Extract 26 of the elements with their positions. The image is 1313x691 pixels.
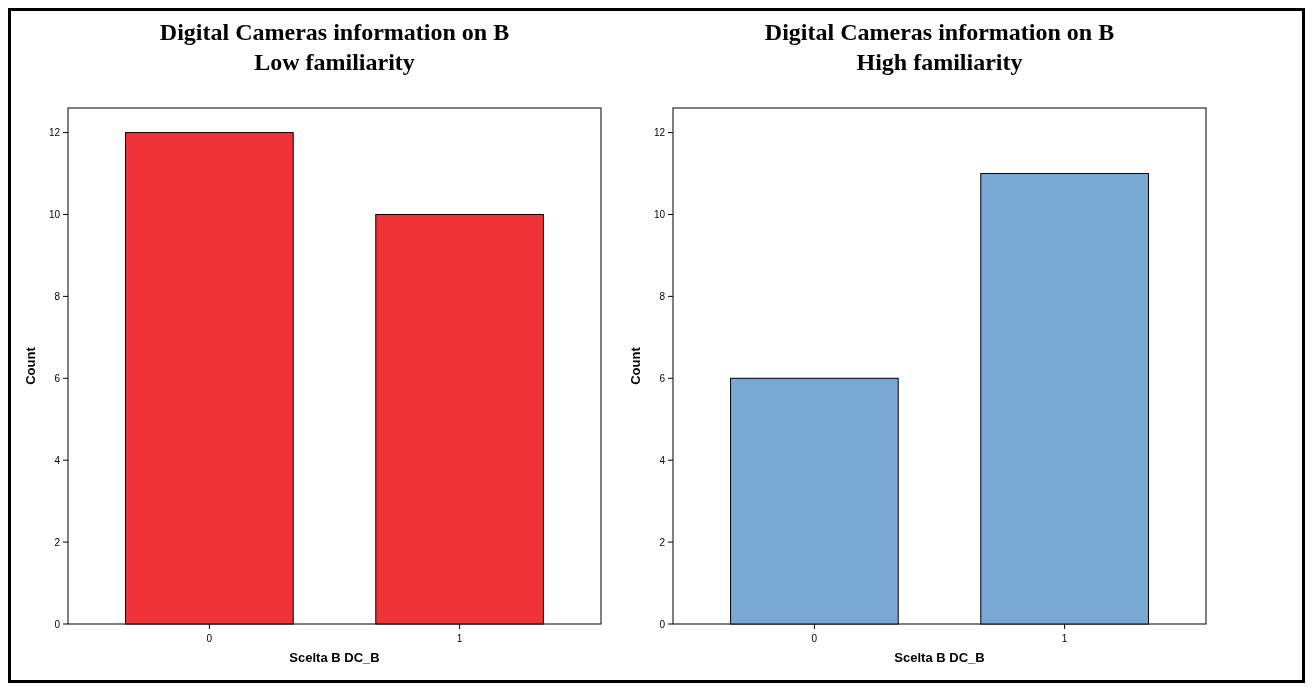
y-axis-title: Count (628, 346, 643, 385)
chart-title: Digital Cameras information on B (159, 19, 510, 45)
y-tick-label: 2 (54, 536, 61, 548)
x-tick-label: 1 (456, 633, 463, 644)
x-tick-label: 0 (206, 633, 213, 644)
chart-title: Digital Cameras information on B (764, 19, 1115, 45)
x-axis-title: Scelta B DC_B (289, 650, 380, 665)
y-tick-label: 12 (48, 127, 61, 139)
y-axis-title: Count (23, 346, 38, 385)
chart-subtitle: Low familiarity (254, 49, 415, 75)
y-tick-label: 2 (659, 536, 666, 548)
y-tick-label: 4 (659, 454, 666, 466)
y-tick-label: 10 (653, 208, 666, 220)
y-tick-label: 10 (48, 208, 61, 220)
x-tick-label: 1 (1061, 633, 1068, 644)
y-tick-label: 6 (659, 372, 666, 384)
y-tick-label: 0 (659, 618, 666, 630)
x-tick-label: 0 (811, 633, 818, 644)
chart-subtitle: High familiarity (856, 49, 1023, 75)
x-axis-title: Scelta B DC_B (894, 650, 985, 665)
y-tick-label: 4 (54, 454, 61, 466)
y-tick-label: 0 (54, 618, 61, 630)
y-tick-label: 8 (659, 290, 666, 302)
y-tick-label: 12 (653, 127, 666, 139)
y-tick-label: 6 (54, 372, 61, 384)
y-tick-label: 8 (54, 290, 61, 302)
